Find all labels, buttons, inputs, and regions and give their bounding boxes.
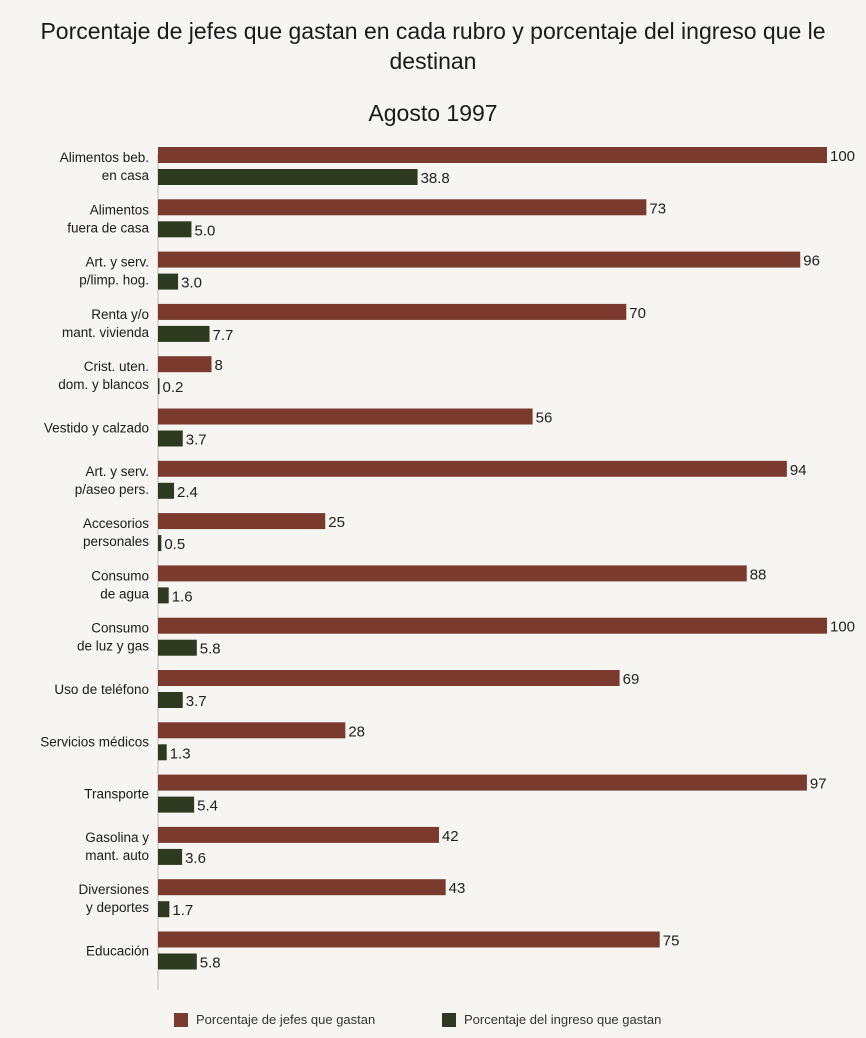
data-label-series2: 5.0: [194, 222, 215, 239]
bar-series2: [158, 535, 162, 552]
data-label-series1: 100: [830, 148, 855, 165]
data-label-series1: 69: [623, 671, 640, 688]
category-label: Transporte: [84, 787, 149, 802]
data-label-series1: 97: [810, 776, 827, 793]
data-label-series2: 3.6: [185, 850, 206, 867]
data-label-series1: 73: [649, 200, 666, 217]
bar-series1: [158, 303, 627, 320]
bar-series1: [158, 251, 801, 268]
data-label-series1: 94: [790, 462, 807, 479]
data-label-series2: 3.7: [186, 693, 207, 710]
data-label-series1: 75: [663, 933, 680, 950]
bar-series2: [158, 482, 175, 499]
bar-series1: [158, 722, 346, 739]
category-label: Diversiones y deportes: [78, 882, 149, 915]
data-label-series1: 100: [830, 619, 855, 636]
bar-series2: [158, 587, 169, 604]
bar-series2: [158, 273, 179, 290]
bar-series1: [158, 199, 647, 216]
bar-series2: [158, 901, 170, 918]
data-label-series2: 7.7: [213, 327, 234, 344]
category-label: Servicios médicos: [40, 734, 149, 749]
category-label: Crist. uten. dom. y blancos: [58, 359, 149, 392]
category-label: Accesorios personales: [83, 516, 149, 549]
data-label-series1: 70: [629, 305, 646, 322]
bar-series2: [158, 430, 183, 447]
data-label-series2: 1.3: [170, 745, 191, 762]
data-label-series1: 56: [536, 410, 553, 427]
category-label: Gasolina y mant. auto: [85, 830, 149, 863]
bar-series1: [158, 774, 807, 791]
data-label-series1: 43: [449, 880, 466, 897]
category-label: Art. y serv. p/aseo pers.: [75, 464, 149, 497]
chart-subtitle: Agosto 1997: [368, 100, 498, 126]
data-label-series1: 8: [215, 357, 223, 374]
legend-label-series1: Porcentaje de jefes que gastan: [196, 1012, 376, 1027]
category-label: Vestido y calzado: [44, 421, 149, 436]
chart-title: Porcentaje de jefes que gastan en cada r…: [40, 18, 826, 74]
bar-series2: [158, 639, 197, 656]
legend-label-series2: Porcentaje del ingreso que gastan: [464, 1012, 662, 1027]
data-label-series2: 3.0: [181, 275, 202, 292]
bar-series2: [158, 325, 210, 342]
category-label: Uso de teléfono: [54, 682, 149, 697]
data-label-series2: 5.4: [197, 798, 218, 815]
data-label-series2: 0.2: [163, 379, 184, 396]
data-label-series2: 5.8: [200, 641, 221, 658]
bar-series2: [158, 169, 418, 185]
data-label-series2: 5.8: [200, 955, 221, 972]
category-label: Consumo de luz y gas: [77, 621, 149, 654]
bar-series2: [158, 378, 160, 395]
bar-series1: [158, 879, 446, 896]
data-label-series1: 28: [348, 723, 365, 740]
bar-series1: [158, 356, 212, 373]
bar-series1: [158, 565, 747, 582]
legend-swatch-series2: [442, 1012, 456, 1027]
data-label-series2: 1.6: [172, 588, 193, 605]
bar-chart: Alimentos beb. en casa 100 38.8 Alimentos fue…: [40, 147, 855, 990]
data-label-series2: 38.8: [421, 170, 450, 187]
category-label: Alimentos beb. en casa: [60, 150, 150, 183]
category-label: Renta y/o mant. vivienda: [62, 307, 150, 340]
data-label-series2: 0.5: [164, 536, 185, 553]
category-label: Consumo de agua: [91, 568, 149, 601]
bar-series2: [158, 221, 192, 238]
bar-series1: [158, 147, 827, 163]
bar-series1: [158, 460, 787, 477]
bar-series2: [158, 848, 183, 865]
bar-series1: [158, 513, 326, 530]
category-label: Alimentos fuera de casa: [67, 202, 149, 235]
data-label-series1: 25: [328, 514, 345, 531]
bar-series1: [158, 408, 533, 425]
legend-swatch-series1: [174, 1012, 188, 1027]
bar-series2: [158, 953, 197, 970]
data-label-series1: 88: [750, 566, 767, 583]
bar-series1: [158, 670, 620, 686]
data-label-series2: 3.7: [186, 432, 207, 449]
legend-item-series2: Porcentaje del ingreso que gastan: [442, 1012, 661, 1027]
bar-series1: [158, 617, 827, 634]
data-label-series2: 2.4: [177, 484, 198, 501]
legend-item-series1: Porcentaje de jefes que gastan: [174, 1012, 375, 1027]
category-label: Educación: [86, 944, 149, 959]
data-label-series1: 42: [442, 828, 459, 845]
bar-series1: [158, 826, 439, 843]
data-label-series2: 1.7: [172, 902, 193, 919]
category-label: Art. y serv. p/limp. hog.: [79, 255, 149, 288]
bar-series2: [158, 692, 183, 708]
bar-series2: [158, 796, 195, 813]
bar-series1: [158, 931, 660, 948]
bar-series2: [158, 744, 167, 761]
data-label-series1: 96: [803, 253, 820, 270]
